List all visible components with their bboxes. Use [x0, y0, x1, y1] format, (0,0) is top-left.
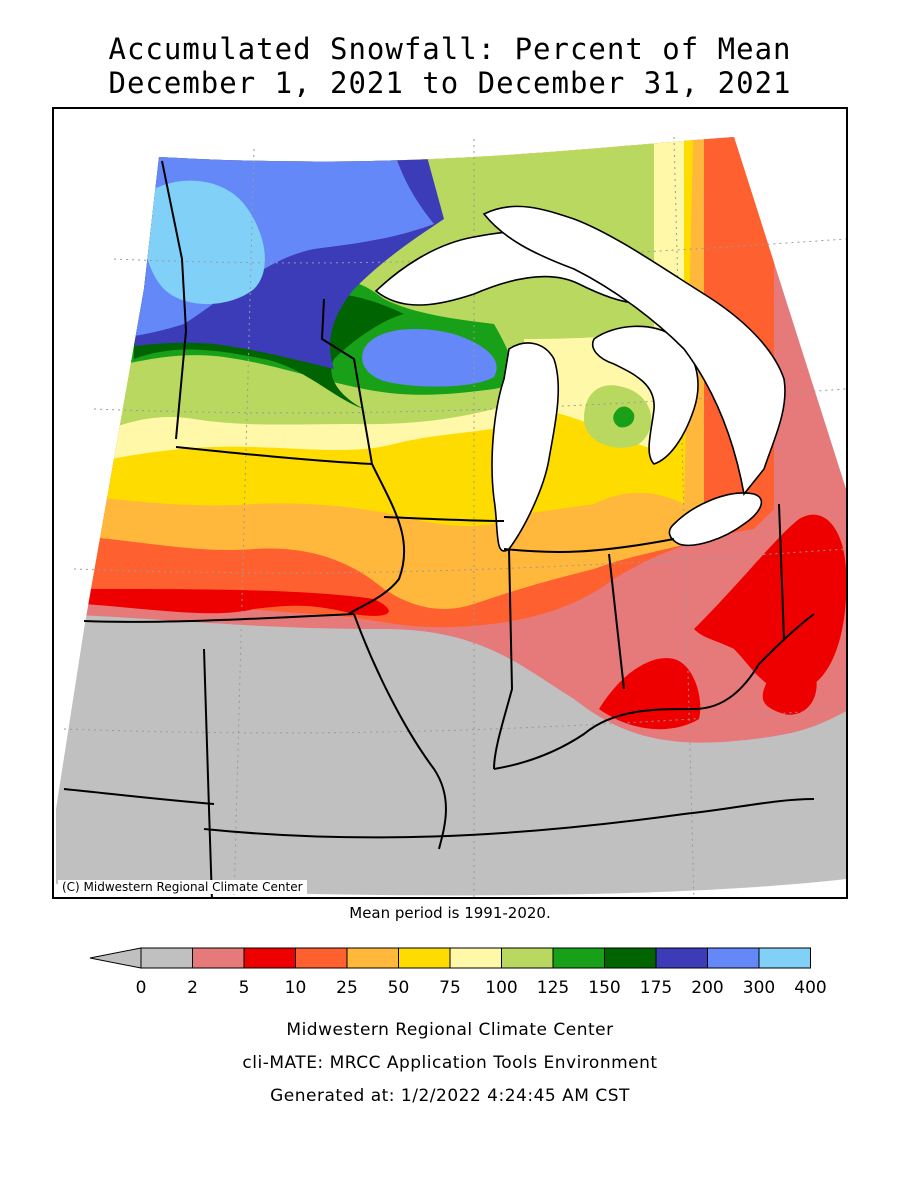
snowfall-map	[52, 107, 848, 899]
legend-tick-label: 150	[588, 978, 621, 998]
region-5-10-kentucky	[599, 658, 701, 730]
legend-tick-label: 125	[536, 978, 570, 998]
ne-border	[203, 648, 213, 897]
legend-tick-label: 0	[135, 978, 147, 998]
legend-tick-label: 50	[387, 978, 410, 998]
canada-land	[482, 205, 786, 496]
legend-tick-label: 175	[639, 978, 673, 998]
legend-swatch-50-75	[398, 947, 451, 969]
great-lakes	[374, 205, 786, 552]
legend-swatch-200-300	[707, 947, 760, 969]
oh-pa-border	[778, 503, 785, 640]
region-125-150-michigan	[613, 406, 635, 428]
wi-il-border	[383, 516, 505, 522]
mi-in-oh-border	[503, 538, 675, 553]
legend-tick-label: 10	[284, 978, 307, 998]
legend-swatch-5-10	[243, 947, 296, 969]
legend-tick-label: 5	[238, 978, 250, 998]
legend-swatch-125-150	[552, 947, 605, 969]
copyright-notice: (C) Midwestern Regional Climate Center	[58, 880, 307, 894]
color-legend: 0 2 5 10 25 50 75 100 125 150 175 200 300 400	[88, 944, 848, 1004]
legend-swatch-75-100	[449, 947, 502, 969]
region-5-10-east	[694, 514, 846, 692]
footer-generated: Generated at: 1/2/2022 4:24:45 AM CST	[270, 1086, 630, 1106]
mean-period-note: Mean period is 1991-2020.	[349, 904, 551, 922]
legend-tick-label: 200	[691, 978, 724, 998]
legend-swatch-10-25	[295, 947, 348, 969]
ohio-river	[493, 613, 815, 770]
legend-swatch-25-50	[346, 947, 399, 969]
legend-tick-label: 400	[794, 978, 827, 998]
mo-il-border	[353, 613, 447, 850]
ia-il-border	[348, 463, 406, 615]
map-title-line2: December 1, 2021 to December 31, 2021	[108, 66, 792, 100]
legend-swatch-100-125	[501, 947, 554, 969]
in-oh-border	[608, 553, 625, 690]
legend-below-arrow	[89, 947, 142, 969]
ia-mo-border	[83, 613, 355, 623]
legend-swatch-2-5	[192, 947, 245, 969]
region-200-300-wisconsin	[362, 329, 497, 387]
legend-tick-label: 100	[485, 978, 518, 998]
state-boundaries	[63, 160, 815, 897]
ks-mo-border	[63, 788, 215, 805]
lake-michigan	[491, 342, 560, 552]
legend-swatch-0-2	[140, 947, 193, 969]
footer-org: Midwestern Regional Climate Center	[286, 1020, 614, 1040]
legend-tick-label: 75	[439, 978, 461, 998]
legend-tick-label: 300	[742, 978, 776, 998]
snowfall-map-canvas	[56, 136, 846, 897]
region-5-10	[84, 589, 389, 616]
legend-tick-label: 25	[336, 978, 358, 998]
legend-tick-label: 2	[187, 978, 198, 998]
legend-swatch-175-200	[655, 947, 708, 969]
footer-tool: cli-MATE: MRCC Application Tools Environ…	[242, 1053, 658, 1073]
mn-nd-border	[161, 160, 188, 440]
mn-wi-border	[320, 298, 373, 465]
ky-tn-border	[203, 798, 815, 839]
region-300-400	[143, 180, 265, 304]
mn-ia-border	[175, 446, 373, 465]
legend-colorbar	[89, 947, 811, 969]
legend-swatch-150-175	[604, 947, 657, 969]
map-title-line1: Accumulated Snowfall: Percent of Mean	[108, 32, 792, 66]
region-5-10-ohio	[762, 658, 817, 715]
il-in-border	[493, 548, 514, 770]
legend-swatch-300-400	[758, 947, 811, 969]
